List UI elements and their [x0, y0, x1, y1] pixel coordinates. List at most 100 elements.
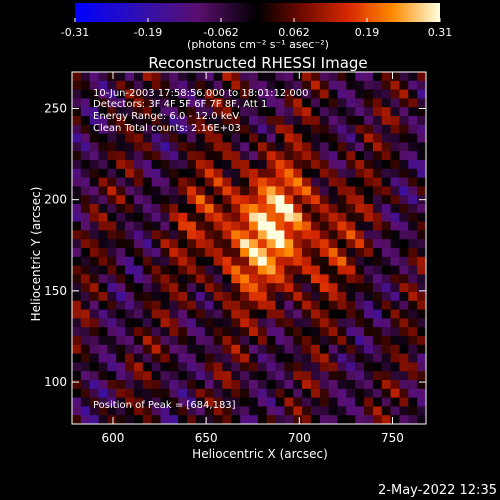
heatmap-cell: [133, 133, 144, 143]
heatmap-cell: [257, 195, 268, 205]
heatmap-cell: [284, 248, 294, 258]
heatmap-cell: [89, 406, 99, 416]
heatmap-cell: [142, 388, 153, 398]
heatmap-cell: [355, 265, 365, 275]
heatmap-cell: [231, 230, 241, 240]
heatmap-cell: [142, 133, 153, 143]
heatmap-cell: [328, 230, 338, 240]
heatmap-cell: [151, 388, 161, 398]
heatmap-cell: [293, 80, 303, 90]
heatmap-cell: [408, 186, 418, 196]
heatmap-cell: [72, 151, 82, 161]
heatmap-cell: [372, 274, 383, 284]
heatmap-cell: [390, 142, 400, 152]
heatmap-cell: [328, 124, 338, 134]
heatmap-cell: [133, 415, 144, 424]
heatmap-cell: [328, 344, 338, 354]
heatmap-cell: [275, 204, 285, 214]
heatmap-cell: [116, 116, 126, 126]
heatmap-cell: [169, 168, 179, 178]
heatmap-cell: [116, 380, 126, 390]
heatmap-cell: [364, 344, 374, 354]
heatmap-cell: [257, 160, 268, 170]
heatmap-cell: [125, 371, 135, 381]
heatmap-cell: [293, 221, 303, 231]
heatmap-cell: [125, 221, 135, 231]
heatmap-cell: [187, 344, 197, 354]
heatmap-cell: [364, 300, 374, 310]
heatmap-cell: [328, 168, 338, 178]
heatmap-cell: [240, 336, 250, 346]
heatmap-cell: [142, 168, 153, 178]
heatmap-cell: [266, 212, 276, 222]
heatmap-cell: [346, 212, 356, 222]
heatmap-cell: [72, 256, 82, 266]
heatmap-cell: [160, 107, 170, 117]
heatmap-cell: [284, 397, 294, 407]
heatmap-cell: [204, 133, 214, 143]
heatmap-cell: [142, 353, 153, 363]
heatmap-cell: [372, 98, 383, 108]
heatmap-cell: [390, 195, 400, 205]
heatmap-cell: [222, 89, 232, 99]
heatmap-cell: [169, 151, 179, 161]
heatmap-cell: [328, 204, 338, 214]
heatmap-cell: [98, 116, 108, 126]
heatmap-cell: [125, 160, 135, 170]
heatmap-cell: [160, 98, 170, 108]
heatmap-cell: [151, 371, 161, 381]
heatmap-cell: [266, 388, 276, 398]
heatmap-cell: [231, 168, 241, 178]
heatmap-cell: [390, 98, 400, 108]
heatmap-cell: [266, 265, 276, 275]
heatmap-cell: [89, 124, 99, 134]
heatmap-cell: [231, 380, 241, 390]
heatmap-cell: [151, 239, 161, 249]
heatmap-cell: [116, 336, 126, 346]
heatmap-cell: [231, 362, 241, 372]
heatmap-cell: [257, 327, 268, 337]
heatmap-cell: [89, 160, 99, 170]
heatmap-cell: [284, 107, 294, 117]
heatmap-cell: [399, 256, 409, 266]
heatmap-cell: [89, 380, 99, 390]
heatmap-cell: [187, 327, 197, 337]
heatmap-cell: [417, 292, 426, 302]
heatmap-cell: [408, 362, 418, 372]
heatmap-cell: [417, 221, 426, 231]
heatmap-cell: [284, 151, 294, 161]
heatmap-cell: [133, 195, 144, 205]
heatmap-cell: [231, 300, 241, 310]
heatmap-cell: [133, 72, 144, 82]
heatmap-cell: [240, 265, 250, 275]
heatmap-cell: [89, 72, 99, 82]
heatmap-cell: [80, 353, 91, 363]
heatmap-cell: [249, 98, 259, 108]
heatmap-cell: [160, 116, 170, 126]
heatmap-cell: [133, 309, 144, 319]
heatmap-cell: [302, 142, 312, 152]
heatmap-cell: [372, 327, 383, 337]
heatmap-cell: [355, 371, 365, 381]
heatmap-cell: [249, 204, 259, 214]
heatmap-cell: [222, 265, 232, 275]
heatmap-cell: [302, 177, 312, 187]
heatmap-cell: [293, 177, 303, 187]
heatmap-cell: [337, 124, 347, 134]
heatmap-cell: [275, 230, 285, 240]
heatmap-cell: [89, 283, 99, 293]
heatmap-cell: [302, 160, 312, 170]
heatmap-cell: [408, 256, 418, 266]
heatmap-cell: [222, 371, 232, 381]
heatmap-cell: [133, 283, 144, 293]
heatmap-cell: [364, 239, 374, 249]
heatmap-cell: [390, 177, 400, 187]
heatmap-cell: [310, 72, 321, 82]
heatmap-cell: [417, 265, 426, 275]
heatmap-cell: [275, 186, 285, 196]
heatmap-cell: [178, 151, 188, 161]
heatmap-cell: [80, 300, 91, 310]
heatmap-cell: [310, 89, 321, 99]
heatmap-cell: [187, 80, 197, 90]
